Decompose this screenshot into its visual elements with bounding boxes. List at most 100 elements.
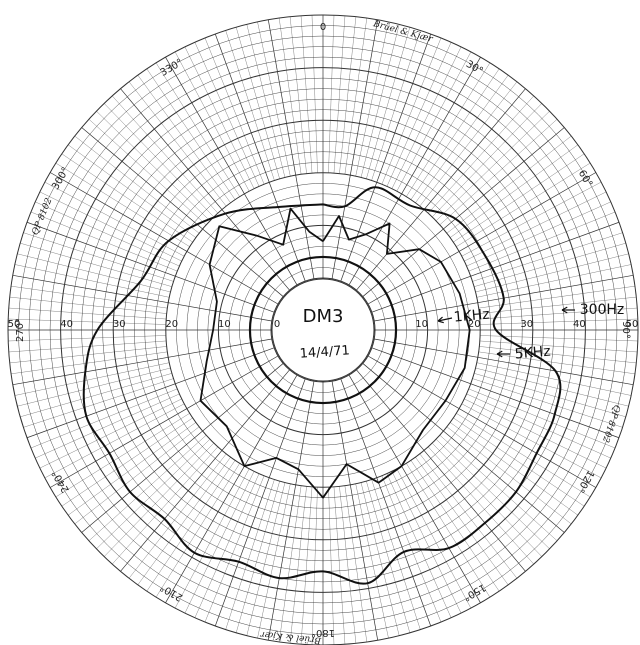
grid-spoke — [360, 482, 400, 636]
grid-spoke — [386, 42, 452, 187]
grid-spoke — [356, 369, 526, 572]
grid-spoke — [446, 426, 572, 525]
grid-spoke — [11, 286, 168, 309]
grid-spoke — [468, 211, 616, 272]
grid-spoke — [128, 453, 227, 579]
grid-spoke — [8, 335, 166, 342]
grid-spoke — [348, 374, 481, 603]
radial-tick-label: 40 — [60, 319, 73, 330]
grid-spoke — [362, 363, 565, 533]
grid-spoke — [61, 153, 193, 243]
grid-spoke — [478, 351, 635, 374]
grid-spoke — [428, 446, 534, 565]
grid-spoke — [81, 363, 284, 533]
grid-spoke — [391, 471, 462, 614]
grid-spoke — [461, 403, 602, 479]
grid-spoke — [257, 21, 291, 177]
grid-spoke — [479, 346, 637, 364]
grid-spoke — [44, 403, 185, 479]
grid-spoke — [81, 127, 284, 297]
grid-spoke — [362, 127, 565, 297]
angle-label: 210° — [159, 581, 185, 603]
grid-spoke — [30, 211, 178, 272]
grid-spoke — [236, 481, 280, 633]
grid-spoke — [88, 119, 207, 225]
grid-spoke — [480, 335, 638, 342]
grid-spoke — [35, 201, 180, 267]
radial-tick-label: 10 — [415, 319, 428, 330]
grid-spoke — [419, 453, 518, 579]
radial-tick-labels: 50 40 30 20 10 0 10 20 30 40 50 — [8, 319, 639, 330]
grid-spoke — [344, 485, 367, 642]
grid-spoke — [104, 103, 214, 218]
label-300hz: 300Hz — [580, 302, 625, 318]
grid-spoke — [26, 347, 275, 439]
grid-spoke — [55, 413, 190, 498]
grid-spoke — [333, 486, 346, 645]
grid-spoke — [367, 172, 596, 305]
angle-label: 30° — [464, 59, 485, 77]
grid-spoke — [479, 340, 638, 353]
brand-top: Brüel & Kjær — [371, 19, 434, 45]
grid-spoke — [174, 468, 250, 609]
grid-spoke — [165, 57, 298, 286]
grid-spoke — [472, 378, 623, 428]
grid-spoke — [137, 75, 231, 203]
grid-spoke — [300, 15, 313, 174]
grid-spoke — [23, 378, 174, 428]
grid-spoke — [432, 103, 542, 218]
grid-spoke — [371, 347, 620, 439]
grid-spoke — [8, 340, 167, 353]
grid-spoke — [225, 30, 275, 181]
grid-spoke — [475, 367, 629, 407]
grid-spoke — [88, 435, 207, 541]
grid-spoke — [348, 57, 481, 286]
grid-spoke — [371, 221, 620, 313]
angle-label: 240° — [50, 468, 72, 494]
grid-spoke — [225, 479, 275, 630]
grid-spoke — [366, 27, 410, 179]
grid-spoke — [374, 338, 634, 386]
grid-spoke — [366, 481, 410, 633]
grid-spoke — [50, 355, 279, 488]
grid-spoke — [246, 24, 286, 178]
grid-spoke — [20, 373, 172, 417]
grid-spoke — [439, 119, 558, 225]
grid-spoke — [456, 162, 591, 247]
grid-spoke — [17, 253, 171, 293]
grid-spoke — [11, 351, 168, 374]
response-curves — [82, 186, 562, 585]
grid-spoke — [61, 417, 193, 507]
grid-spoke — [55, 162, 190, 247]
grid-spoke — [214, 378, 306, 627]
grid-spoke — [184, 46, 255, 189]
grid-spoke — [410, 68, 500, 200]
grid-spoke — [194, 42, 260, 187]
grid-spoke — [340, 378, 432, 627]
grid-spoke — [453, 153, 585, 243]
grid-spoke — [355, 483, 389, 639]
grid-spoke — [479, 307, 638, 320]
grid-spoke — [104, 442, 214, 557]
grid-spoke — [468, 388, 616, 449]
arrow-5khz-head — [496, 350, 503, 358]
grid-spoke — [112, 95, 218, 214]
grid-spoke — [478, 286, 635, 309]
grid-spoke — [340, 33, 432, 282]
angle-label: 300° — [50, 166, 72, 192]
grid-spoke — [14, 264, 170, 298]
grid-spoke — [39, 191, 182, 262]
grid-spoke — [165, 374, 298, 603]
grid-spoke — [14, 362, 170, 396]
grid-spoke — [355, 21, 389, 177]
grid-spoke — [174, 51, 250, 192]
grid-spoke — [50, 172, 279, 305]
grid-spoke — [311, 487, 318, 645]
grid-spoke — [246, 482, 286, 636]
grid-spoke — [155, 463, 240, 598]
grid-spoke — [344, 18, 367, 175]
grid-spoke — [128, 81, 227, 207]
grid-spoke — [428, 95, 534, 214]
grid-spoke — [435, 111, 550, 221]
grid-spoke — [439, 435, 558, 541]
